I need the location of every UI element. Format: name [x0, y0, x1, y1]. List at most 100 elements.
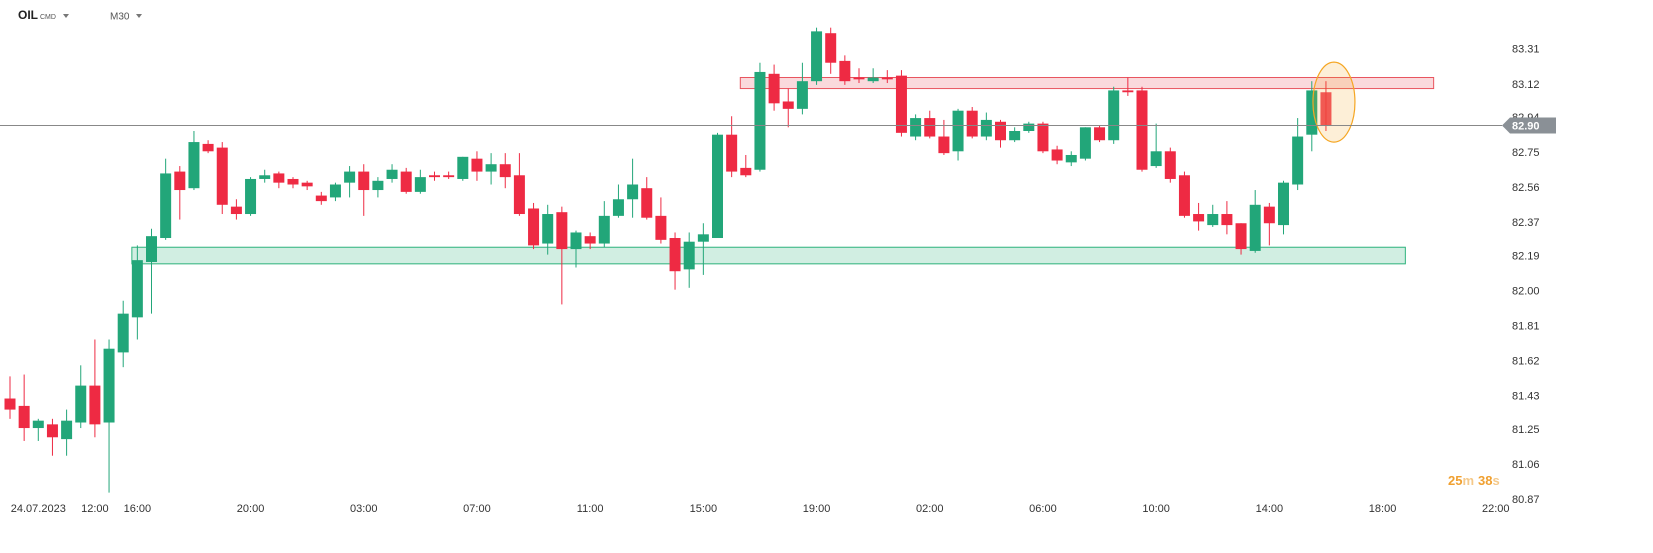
y-tick-label: 81.81: [1512, 320, 1540, 332]
candle-body: [952, 110, 964, 152]
candle-body: [429, 175, 440, 178]
candle-body: [216, 147, 228, 205]
candle-body: [1249, 204, 1261, 251]
candle-body: [471, 158, 483, 172]
x-tick-label: 24.07.2023: [11, 503, 66, 515]
x-tick-label: 22:00: [1482, 503, 1510, 515]
candle-body: [612, 199, 624, 216]
x-tick-label: 02:00: [916, 503, 944, 515]
candle-body: [443, 175, 455, 178]
candle-body: [627, 184, 639, 200]
candle-body: [1207, 214, 1219, 226]
x-tick-label: 11:00: [577, 503, 604, 515]
candle-body: [287, 178, 299, 185]
candle-body: [18, 405, 30, 429]
candle-body: [61, 420, 73, 440]
candle-body: [146, 236, 157, 262]
x-tick-label: 10:00: [1142, 503, 1170, 515]
candle-body: [117, 313, 129, 353]
symbol[interactable]: OIL: [18, 8, 38, 22]
countdown-unit: m: [1462, 473, 1474, 488]
candle-body: [895, 75, 907, 133]
x-tick-label: 16:00: [124, 503, 152, 515]
candle-body: [4, 398, 16, 410]
current-price-tag: [1502, 117, 1556, 134]
candle-body: [726, 134, 738, 172]
candle-body: [598, 215, 610, 244]
zone: [131, 246, 1406, 265]
candle-body: [556, 212, 568, 250]
candle-body: [910, 118, 922, 137]
candle-body: [329, 184, 341, 198]
candle-body: [1235, 223, 1247, 250]
candle-body: [315, 195, 327, 202]
x-tick-label: 07:00: [463, 503, 491, 515]
x-tick-label: 14:00: [1256, 503, 1284, 515]
candle-body: [414, 177, 426, 192]
candle-body: [1108, 90, 1120, 141]
x-tick-label: 12:00: [81, 503, 109, 515]
candle-body: [202, 143, 214, 152]
y-tick-label: 82.19: [1512, 250, 1540, 262]
candle-body: [881, 77, 893, 80]
candle-body: [995, 121, 1006, 141]
candle-body: [641, 188, 653, 218]
candle-body: [669, 238, 681, 272]
y-tick-label: 81.62: [1512, 356, 1540, 368]
candle-body: [1306, 90, 1318, 135]
timeframe[interactable]: M30: [110, 12, 130, 23]
x-tick-label: 18:00: [1369, 503, 1397, 515]
candle-body: [1150, 151, 1162, 167]
x-tick-label: 03:00: [350, 503, 378, 515]
candle-body: [75, 385, 87, 423]
y-tick-label: 82.56: [1512, 182, 1540, 194]
dropdown-caret[interactable]: [136, 14, 142, 18]
candle-body: [796, 81, 808, 109]
candle-body: [386, 169, 398, 179]
candle-body: [853, 77, 865, 80]
countdown-seconds: 38: [1478, 473, 1492, 488]
candle-body: [1278, 182, 1289, 226]
candle-body: [400, 171, 412, 192]
candle-body: [89, 385, 101, 425]
candle-body: [542, 214, 554, 244]
candle-body: [966, 110, 978, 137]
candle-body: [1122, 90, 1134, 93]
current-price-label: 82.90: [1512, 120, 1540, 132]
candle-body: [683, 241, 695, 270]
candle-body: [160, 173, 172, 239]
candle-body: [867, 77, 879, 82]
candle-body: [1164, 151, 1176, 179]
plot-area: 83.3183.1282.9482.7582.5682.3782.1982.00…: [4, 27, 1540, 515]
candle-body: [768, 73, 780, 104]
highlight: [1312, 61, 1356, 143]
y-tick-label: 82.75: [1512, 147, 1540, 159]
dropdown-caret[interactable]: [63, 14, 69, 18]
y-tick-label: 82.00: [1512, 285, 1540, 297]
y-tick-label: 82.37: [1512, 217, 1540, 229]
y-tick-label: 81.43: [1512, 391, 1540, 403]
candle-body: [924, 118, 936, 137]
zone: [739, 76, 1435, 90]
countdown-minutes: 25: [1448, 473, 1462, 488]
candle-body: [358, 171, 370, 191]
candle-body: [457, 156, 469, 179]
market: CMD: [40, 14, 56, 21]
candle-body: [1320, 92, 1332, 126]
candle-body: [697, 234, 709, 242]
y-tick-label: 81.25: [1512, 424, 1540, 436]
candle-body: [1009, 130, 1021, 141]
candle-body: [372, 180, 384, 191]
candle-body: [103, 348, 115, 423]
candle-body: [301, 182, 313, 187]
candle-body: [1065, 154, 1077, 163]
candle-body: [1221, 214, 1233, 226]
candle-body: [1079, 127, 1091, 159]
candle-body: [528, 208, 540, 246]
candle-body: [754, 71, 766, 170]
candle-body: [712, 134, 723, 239]
candle-body: [32, 420, 44, 429]
candle-body: [1193, 214, 1205, 222]
countdown: 25m 38s: [1448, 473, 1500, 488]
